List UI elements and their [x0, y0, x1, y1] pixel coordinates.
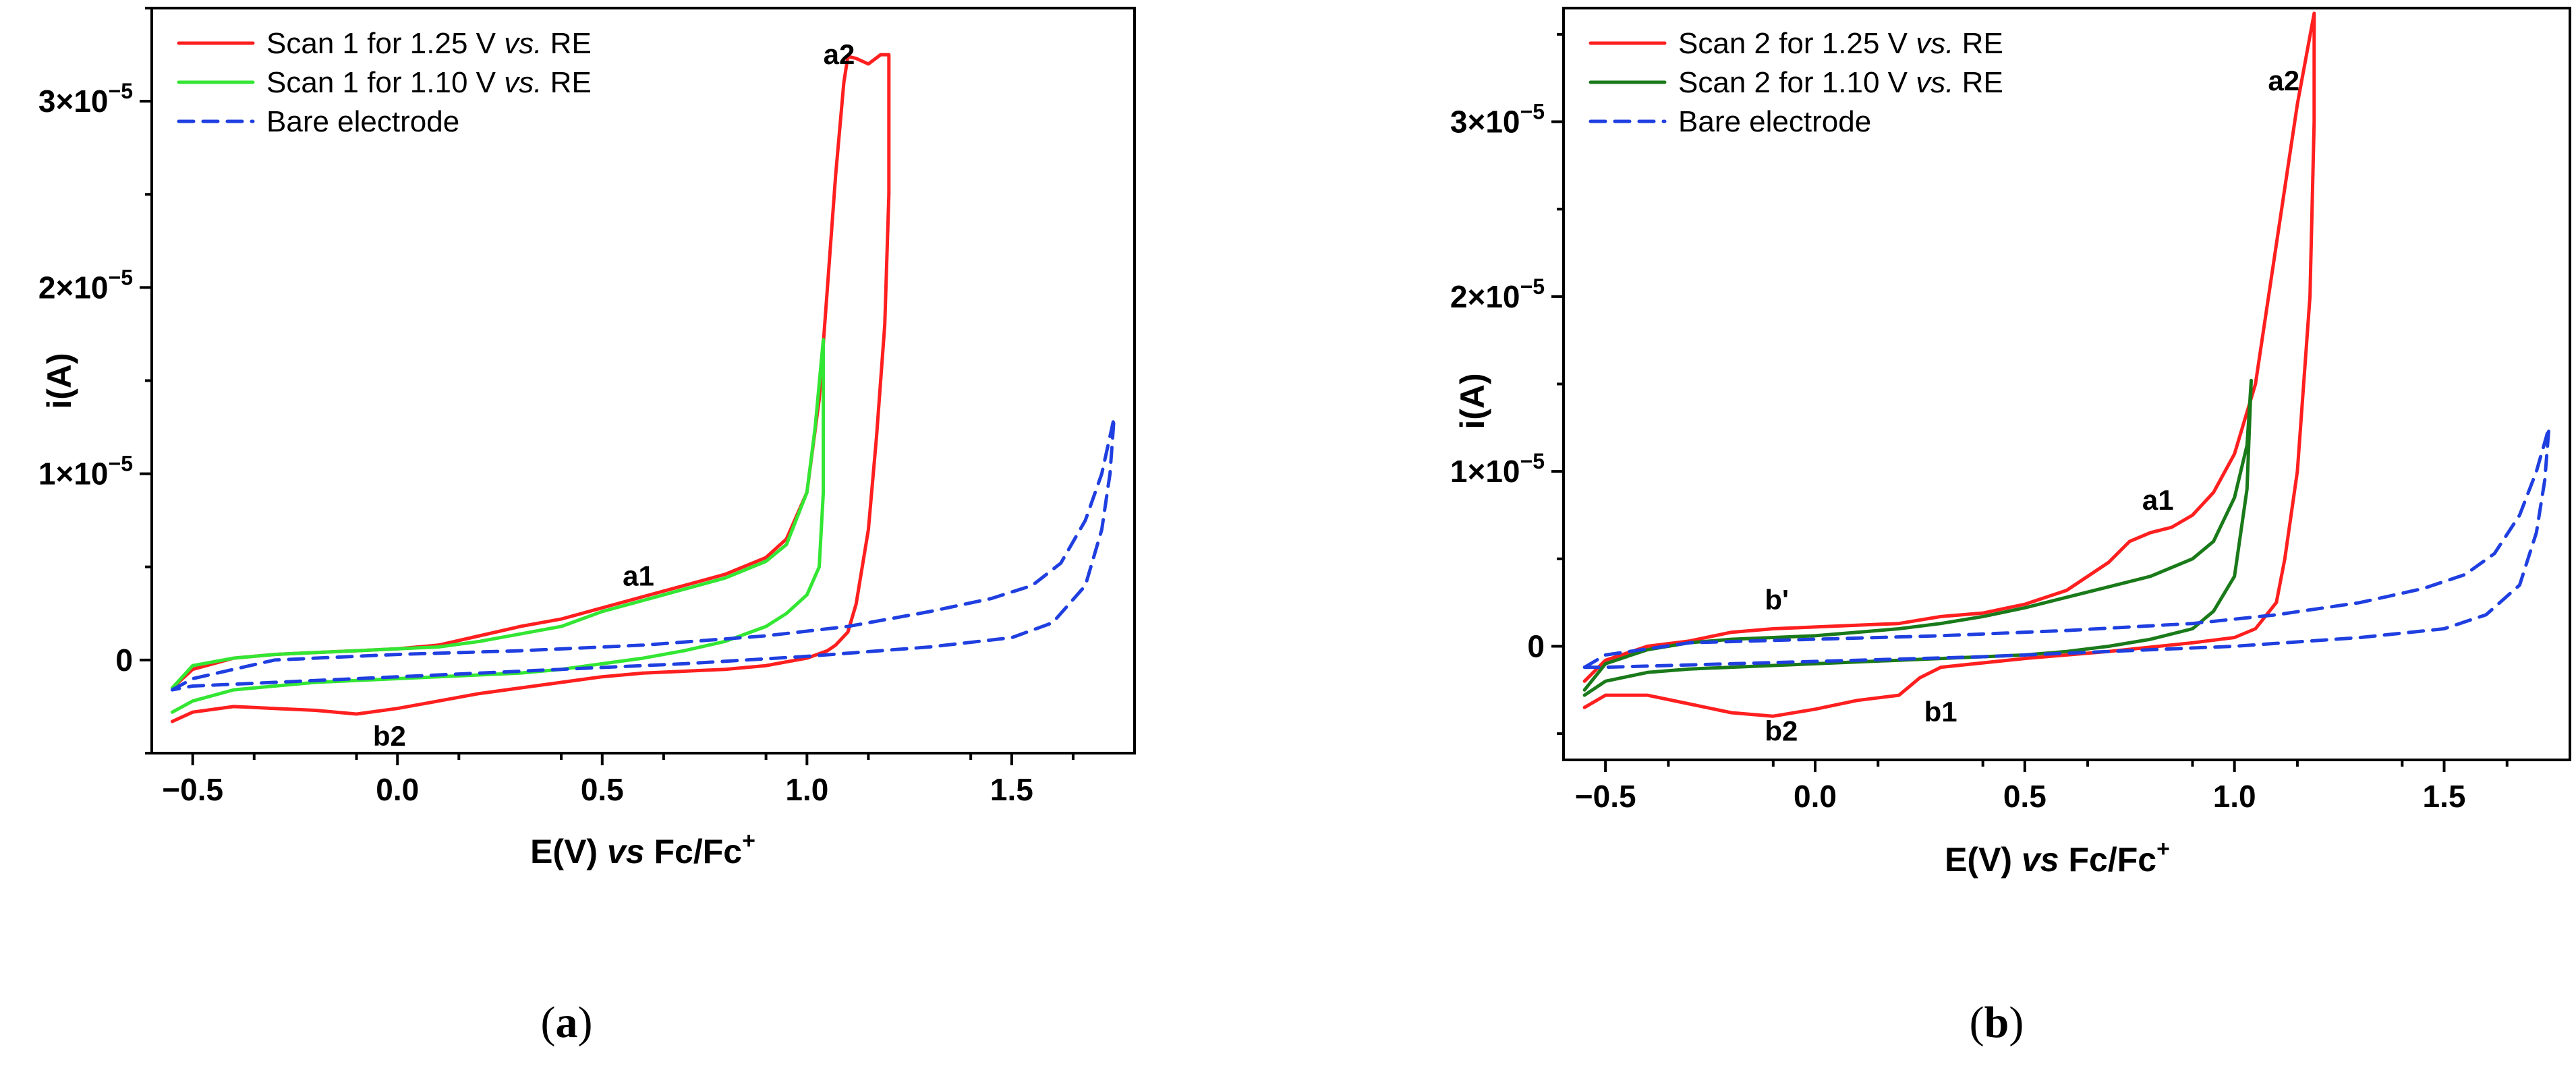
legend-entry: Scan 1 for 1.25 V vs. RE: [266, 27, 592, 60]
x-axis-label: E(V) vs Fc/Fc+: [530, 828, 755, 870]
series-line-3: [1582, 425, 2551, 670]
x-tick-label: 0.0: [376, 772, 419, 807]
y-tick-label: 3×10−5: [38, 79, 133, 119]
peak-label: a1: [2142, 484, 2174, 516]
legend-entry: Scan 2 for 1.25 V vs. RE: [1678, 27, 2003, 60]
legend-entry: Scan 1 for 1.10 V vs. RE: [266, 66, 592, 99]
axis-ticks: −0.5 0.0 0.5 1.0 1.5 0 1×10−5 2×10−5 3×10−5: [38, 7, 1075, 807]
annotations: a2 a1 b2: [373, 38, 855, 752]
legend: Scan 2 for 1.25 V vs. RE Scan 2 for 1.10 …: [1588, 27, 2003, 138]
x-tick-label: 1.0: [2213, 779, 2256, 814]
peak-label: b2: [373, 720, 406, 752]
legend-entry: Scan 2 for 1.10 V vs. RE: [1678, 66, 2003, 99]
series-line-3: [170, 416, 1116, 692]
peak-label: b2: [1765, 715, 1798, 746]
legend-entry: Bare electrode: [266, 105, 459, 138]
peak-label: b1: [1924, 696, 1957, 728]
x-tick-label: 1.5: [2423, 779, 2466, 814]
axis-ticks: −0.5 0.0 0.5 1.0 1.5 0 1×10−5 2×10−5 3×10−5: [1450, 32, 2509, 814]
y-tick-label: 3×10−5: [1450, 100, 1545, 140]
x-tick-label: 0.5: [2003, 779, 2047, 814]
series-group: [1582, 11, 2551, 718]
x-tick-label: −0.5: [162, 772, 223, 807]
x-tick-label: −0.5: [1575, 779, 1636, 814]
panel-label: (b): [1970, 998, 2024, 1047]
chart-panel-a: −0.5 0.0 0.5 1.0 1.5 0 1×10−5 2×10−5 3×10−5 a2 a1…: [38, 7, 1136, 1047]
y-tick-label: 0: [1527, 628, 1545, 663]
y-tick-label: 0: [115, 643, 133, 678]
x-tick-label: 1.0: [785, 772, 828, 807]
y-tick-label: 2×10−5: [1450, 274, 1545, 314]
annotations: a2 a1 b' b2 b1: [1765, 65, 2299, 747]
peak-label: b': [1765, 584, 1789, 616]
series-line-1: [170, 53, 891, 723]
y-tick-label: 2×10−5: [38, 265, 133, 305]
legend-entry: Bare electrode: [1678, 105, 1871, 138]
panel-label: (a): [541, 998, 593, 1047]
legend: Scan 1 for 1.25 V vs. RE Scan 1 for 1.10 …: [177, 27, 592, 138]
peak-label: a2: [2268, 65, 2299, 96]
x-axis-label: E(V) vs Fc/Fc+: [1945, 836, 2170, 879]
x-tick-label: 1.5: [990, 772, 1033, 807]
y-axis-label: i(A): [40, 353, 78, 409]
y-axis-label: i(A): [1454, 373, 1491, 429]
series-line-2: [170, 338, 826, 714]
x-tick-label: 0.5: [581, 772, 624, 807]
peak-label: a2: [824, 38, 855, 70]
series-line-1: [1582, 11, 2316, 718]
peak-label: a1: [623, 560, 654, 591]
series-group: [170, 53, 1116, 723]
chart-panel-b: −0.5 0.0 0.5 1.0 1.5 0 1×10−5 2×10−5 3×10−5 a2 a1…: [1450, 7, 2571, 1047]
x-tick-label: 0.0: [1794, 779, 1837, 814]
y-tick-label: 1×10−5: [1450, 449, 1545, 489]
series-line-2: [1582, 378, 2253, 697]
y-tick-label: 1×10−5: [38, 452, 133, 492]
